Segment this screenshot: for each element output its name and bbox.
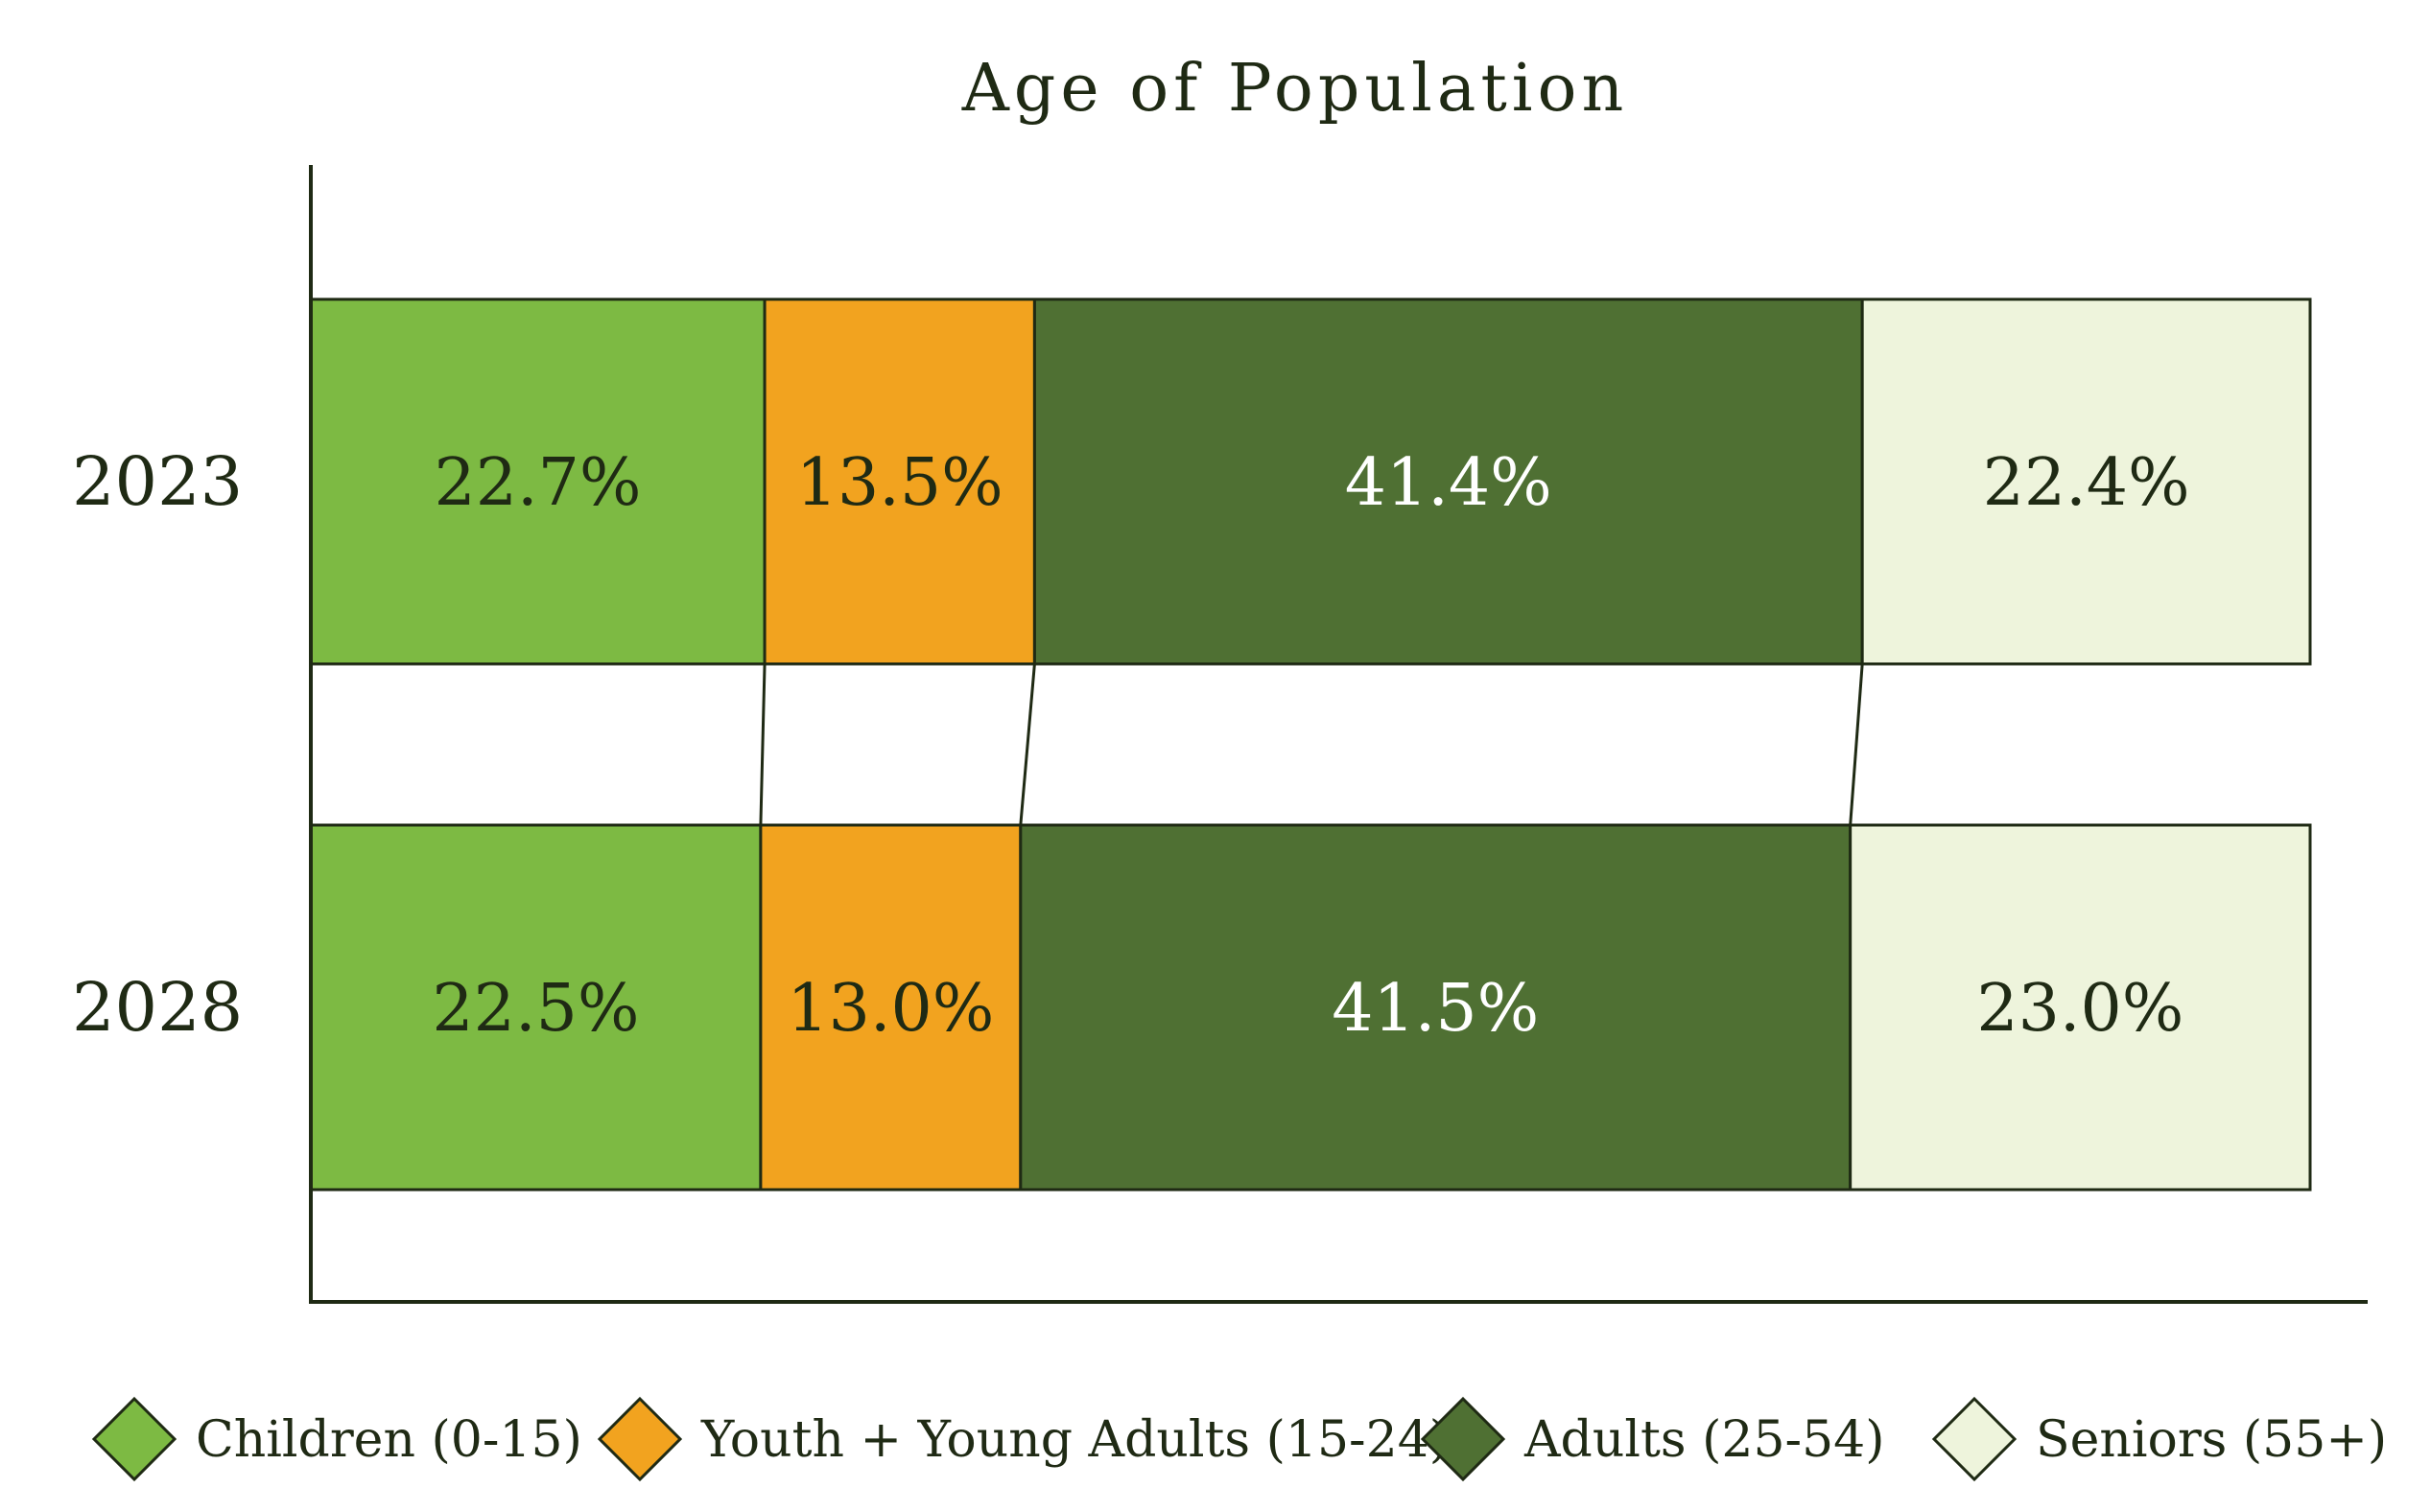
data-label: 41.5% (1332, 971, 1539, 1047)
data-label: 22.5% (432, 971, 639, 1047)
category-label: 2023 (72, 442, 243, 521)
data-label: 13.0% (787, 971, 994, 1047)
data-label: 22.7% (435, 445, 642, 521)
legend-item-youth-young-adults-15-24: Youth + Young Adults (15-24) (597, 1396, 1449, 1482)
bar-segment-children-0-15-2023 (309, 297, 767, 666)
bar-segment-seniors-55-2023 (1860, 297, 2312, 666)
data-label: 22.4% (1983, 445, 2190, 521)
legend-swatch-diamond-icon (597, 1396, 683, 1482)
chart-title: Age of Population (961, 51, 1629, 127)
legend-swatch-diamond-icon (1420, 1396, 1506, 1482)
connector-line (1019, 663, 1036, 826)
legend-item-seniors-55: Seniors (55+) (1931, 1396, 2387, 1482)
bar-segment-seniors-55-2028 (1849, 823, 2312, 1192)
legend-label: Children (0-15) (196, 1411, 582, 1469)
category-label: 2028 (72, 968, 243, 1047)
bar-segment-adults-25-54-2023 (1032, 297, 1864, 666)
legend-swatch-diamond-icon (1931, 1396, 2018, 1482)
data-label: 41.4% (1345, 445, 1552, 521)
bar-segment-youth-young-adults-15-24-2023 (763, 297, 1036, 666)
bar-segment-youth-young-adults-15-24-2028 (759, 823, 1023, 1192)
bars-layer: 22.7% 13.5% 41.4% 22.4% 22.5% 13.0% 41.5% 23.0% (309, 297, 2312, 1192)
connector-line (759, 663, 767, 826)
bar-segment-adults-25-54-2028 (1019, 823, 1853, 1192)
legend-label: Youth + Young Adults (15-24) (700, 1411, 1449, 1469)
connector-line (1849, 663, 1864, 826)
legend-label: Adults (25-54) (1523, 1411, 1885, 1469)
legend-item-adults-25-54: Adults (25-54) (1420, 1396, 1885, 1482)
data-label: 13.5% (796, 445, 1003, 521)
legend-swatch-diamond-icon (91, 1396, 177, 1482)
axes-layer: 2023 2028 (72, 165, 2368, 1304)
legend-label: Seniors (55+) (2036, 1411, 2387, 1469)
legend: Children (0-15) Youth + Young Adults (15-… (91, 1396, 2387, 1482)
bar-segment-children-0-15-2028 (309, 823, 763, 1192)
legend-item-children-0-15: Children (0-15) (91, 1396, 582, 1482)
data-label: 23.0% (1976, 971, 2183, 1047)
